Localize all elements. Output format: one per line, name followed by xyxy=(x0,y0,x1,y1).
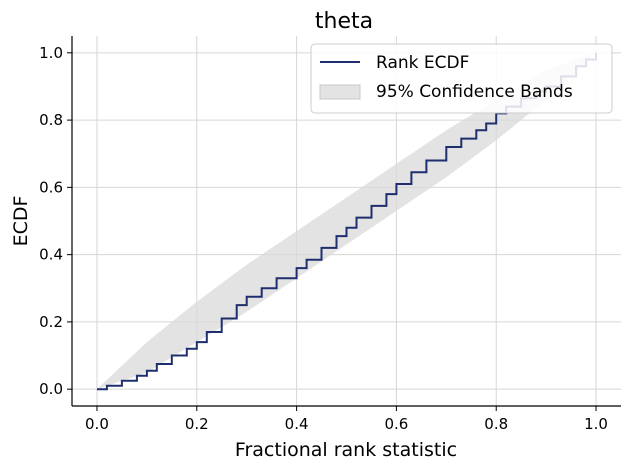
x-tick-label: 0.2 xyxy=(185,415,209,433)
legend-box xyxy=(310,43,613,114)
y-ticks: 0.0 0.2 0.4 0.6 0.8 1.0 xyxy=(39,44,72,398)
legend-label-band: 95% Confidence Bands xyxy=(376,82,573,102)
legend-band-swatch xyxy=(319,84,361,100)
x-ticks: 0.0 0.2 0.4 0.6 0.8 1.0 xyxy=(85,406,608,433)
y-tick-label: 0.4 xyxy=(39,246,63,264)
x-axis-label: Fractional rank statistic xyxy=(235,439,457,461)
y-tick-label: 0.2 xyxy=(39,313,63,331)
y-tick-label: 0.6 xyxy=(39,178,63,196)
y-tick-label: 1.0 xyxy=(39,44,63,62)
y-axis-label: ECDF xyxy=(10,196,32,247)
y-tick-label: 0.0 xyxy=(39,380,63,398)
confidence-band xyxy=(97,52,596,390)
x-tick-label: 0.8 xyxy=(484,415,508,433)
chart-title: theta xyxy=(315,9,373,34)
y-tick-label: 0.8 xyxy=(39,111,63,129)
x-tick-label: 0.0 xyxy=(85,415,109,433)
x-tick-label: 0.4 xyxy=(285,415,309,433)
axes xyxy=(71,36,621,407)
legend: Rank ECDF 95% Confidence Bands xyxy=(310,43,613,114)
x-tick-label: 1.0 xyxy=(584,415,608,433)
x-tick-label: 0.6 xyxy=(384,415,408,433)
legend-label-ecdf: Rank ECDF xyxy=(376,53,469,73)
